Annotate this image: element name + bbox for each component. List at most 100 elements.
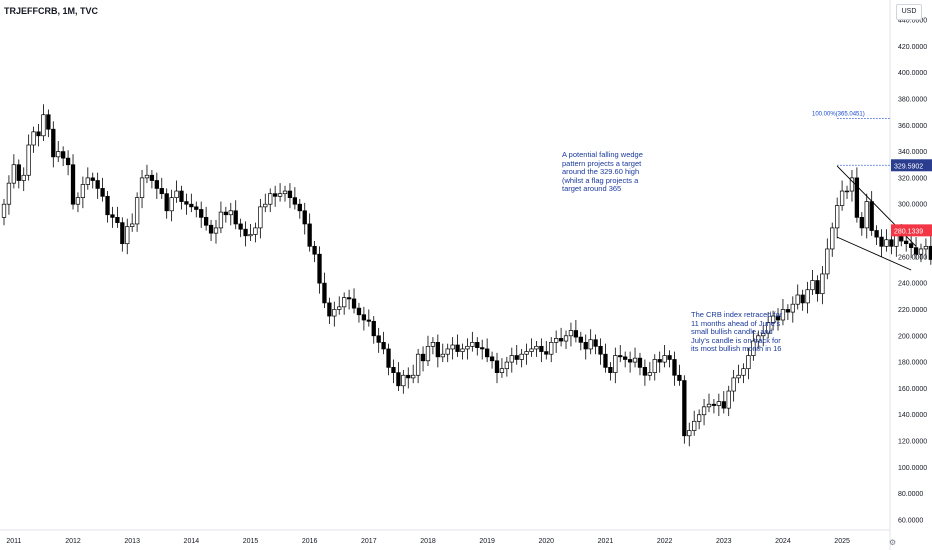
symbol-title[interactable]: TRJEFFCRB, 1M, TVC [4, 6, 99, 16]
candle-body [46, 114, 51, 130]
candle [130, 213, 135, 232]
candle-body [273, 193, 278, 197]
candle-body [603, 353, 608, 368]
candle [90, 172, 95, 189]
candle [701, 398, 707, 426]
candle-body [761, 332, 766, 337]
candle [598, 338, 603, 365]
gear-icon[interactable]: ⚙ [889, 538, 897, 547]
candle-body [61, 151, 66, 159]
candle [524, 343, 529, 365]
candle [613, 347, 618, 384]
candle-body [869, 201, 874, 231]
candle-body [287, 190, 293, 198]
candle [790, 296, 795, 323]
candle-body [194, 206, 199, 210]
candle [253, 222, 258, 243]
candle-body [780, 309, 786, 321]
candle [741, 363, 746, 384]
candle-body [184, 201, 189, 205]
candle [529, 338, 534, 357]
candle-body [268, 193, 273, 205]
candle [41, 104, 46, 142]
candle [687, 422, 692, 447]
candle-body [741, 368, 746, 376]
x-tick-label: 2022 [657, 538, 673, 545]
candle-body [514, 355, 519, 360]
candle [75, 192, 81, 213]
candle [70, 154, 76, 210]
candle-body [139, 177, 145, 198]
candle-body [332, 309, 337, 317]
y-tick-label: 340.0000 [898, 149, 927, 156]
candle [159, 177, 164, 199]
candle [228, 202, 233, 226]
candle [435, 334, 440, 368]
candle [494, 352, 500, 384]
candle [711, 398, 717, 414]
candle [647, 362, 652, 381]
candle-body [879, 236, 884, 247]
candle-body [682, 380, 687, 437]
candle [455, 334, 460, 357]
x-tick-label: 2017 [361, 538, 377, 545]
candle-body [805, 289, 810, 304]
candle-body [544, 351, 549, 355]
candle-body [928, 245, 932, 260]
candle-body [889, 239, 894, 247]
candle-body [164, 193, 169, 212]
candle [440, 343, 445, 363]
y-tick-label: 160.0000 [898, 386, 927, 393]
candle-body [41, 114, 46, 137]
candle [105, 191, 110, 223]
candle-body [1, 203, 7, 218]
candle-body [223, 211, 229, 216]
x-tick-label: 2025 [834, 538, 850, 545]
candle [6, 175, 12, 215]
candle-body [366, 319, 371, 322]
candle-body [130, 223, 135, 227]
candle [642, 359, 648, 386]
candle [248, 223, 253, 242]
candle-body [790, 303, 795, 313]
candle-body [420, 353, 426, 362]
candle-body [613, 355, 618, 373]
candle [223, 206, 229, 223]
candle-body [149, 174, 155, 181]
candle [608, 362, 613, 381]
candle-body [820, 273, 825, 295]
candle-body [460, 348, 465, 352]
candle-body [751, 340, 756, 356]
candle-body [115, 217, 120, 223]
candle-body [499, 368, 505, 373]
candle-body [608, 367, 613, 373]
candle-body [455, 344, 460, 352]
x-tick-label: 2021 [598, 538, 614, 545]
candle-body [302, 210, 307, 225]
candle-body [238, 223, 243, 230]
candle-body [95, 180, 100, 189]
x-tick-label: 2023 [716, 538, 732, 545]
candle-body [504, 361, 510, 370]
candle [371, 316, 376, 344]
candle [1, 198, 7, 226]
candle-body [908, 243, 914, 248]
currency-selector[interactable]: USD [896, 4, 922, 20]
candle [775, 308, 781, 331]
candle-body [450, 344, 455, 350]
candle-body [85, 177, 90, 185]
candle-body [391, 367, 396, 373]
candle [415, 348, 421, 384]
candle-body [657, 359, 662, 363]
candle [396, 362, 401, 392]
candle-body [125, 226, 130, 245]
candle [391, 359, 396, 384]
candle [134, 192, 140, 232]
candle-body [711, 403, 717, 406]
candle [287, 183, 293, 209]
candle [889, 234, 894, 255]
x-tick-label: 2014 [184, 538, 200, 545]
candle-body [445, 348, 450, 355]
candle [662, 345, 667, 368]
